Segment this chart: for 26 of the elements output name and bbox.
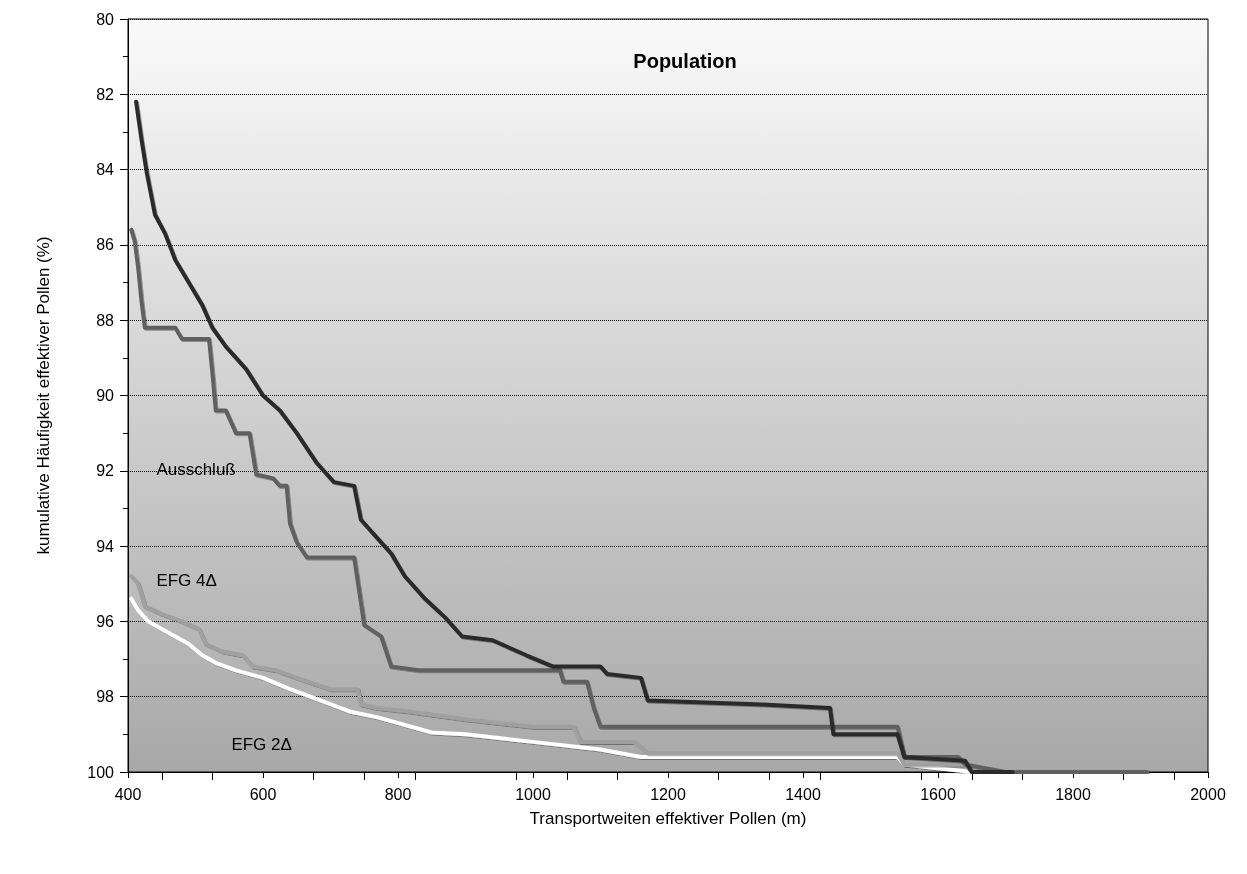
x-tick-label: 400	[114, 785, 142, 803]
y-tick-label: 92	[96, 462, 115, 480]
series-label: EFG 4Δ	[156, 570, 217, 590]
text: EFG 2Δ	[231, 735, 292, 755]
x-tick-label: 1200	[650, 785, 686, 803]
y-tick-label: 82	[96, 85, 115, 103]
y-tick-label: 86	[96, 236, 115, 254]
y-tick-label: 84	[96, 161, 115, 179]
y-tick-label: 94	[96, 537, 115, 555]
x-tick-label: 1000	[515, 785, 551, 803]
x-tick-label: 2000	[1190, 785, 1226, 803]
y-tick-label: 98	[96, 688, 115, 706]
x-tick-label: 1400	[785, 785, 821, 803]
x-axis-title: Transportweiten effektiver Pollen (m)	[529, 809, 807, 828]
x-tick-label: 600	[249, 785, 277, 803]
y-tick-label: 80	[96, 10, 115, 28]
y-tick-label: 88	[96, 311, 115, 329]
y-tick-label: 96	[96, 612, 115, 630]
y-tick-label: 90	[96, 387, 115, 404]
x-tick-label: 800	[384, 785, 412, 803]
x-tick-label: 1600	[920, 785, 956, 803]
series-label: Ausschluß	[156, 460, 236, 480]
text: Population	[633, 50, 737, 72]
x-tick-label: 1800	[1055, 785, 1091, 803]
y-tick-label: 100	[87, 763, 115, 781]
y-axis-title: kumulative Häufigkeit effektiver Pollen (%)	[34, 236, 53, 555]
